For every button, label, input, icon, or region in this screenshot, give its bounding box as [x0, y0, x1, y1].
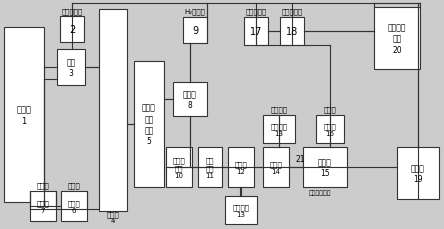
Text: 步进电机
13: 步进电机 13	[233, 203, 250, 217]
Bar	[198, 147, 222, 187]
Text: 油筒
3: 油筒 3	[66, 58, 75, 78]
Bar	[374, 8, 420, 70]
Bar	[303, 147, 347, 187]
Text: 锁相器: 锁相器	[324, 106, 337, 113]
Text: 球面反
射镜
10: 球面反 射镜 10	[173, 156, 186, 178]
Text: 红外
光源
11: 红外 光源 11	[206, 156, 214, 178]
Text: 真空泵
19: 真空泵 19	[411, 163, 425, 183]
Bar	[228, 147, 254, 187]
Text: 调制盘
12: 调制盘 12	[234, 160, 247, 174]
Text: 虫腹状
分子
筛管
5: 虫腹状 分子 筛管 5	[142, 104, 156, 145]
Bar	[397, 147, 439, 199]
Bar	[280, 18, 304, 46]
Bar	[134, 62, 164, 187]
Text: 步进电机
13: 步进电机 13	[270, 123, 288, 136]
Text: 18: 18	[286, 27, 298, 37]
Bar	[4, 28, 44, 202]
Bar	[166, 147, 192, 187]
Bar	[57, 50, 85, 86]
Text: 21: 21	[295, 155, 305, 164]
Bar	[263, 115, 295, 143]
Bar	[61, 191, 87, 221]
Bar	[60, 17, 84, 43]
Bar	[30, 191, 56, 221]
Bar	[173, 83, 207, 117]
Bar	[183, 18, 207, 44]
Bar	[99, 10, 127, 211]
Text: 光声腔入光口: 光声腔入光口	[309, 189, 331, 195]
Bar	[225, 196, 257, 224]
Text: 缓冲室
8: 缓冲室 8	[183, 90, 197, 109]
Text: 流量计: 流量计	[36, 182, 49, 188]
Text: 回油泵: 回油泵	[67, 182, 80, 188]
Text: 流量计
7: 流量计 7	[36, 199, 49, 213]
Text: 锁相器
16: 锁相器 16	[324, 123, 337, 136]
Text: 滤光片
14: 滤光片 14	[270, 160, 282, 174]
Text: 微水传感器: 微水传感器	[61, 9, 83, 15]
Text: 光声腔
15: 光声腔 15	[318, 157, 332, 177]
Text: 前置放大器: 前置放大器	[246, 9, 267, 15]
Text: 数据分析
模块
20: 数据分析 模块 20	[388, 23, 406, 54]
Bar	[244, 18, 268, 46]
Text: 脱气室: 脱气室	[107, 211, 119, 217]
Bar	[263, 147, 289, 187]
Text: 步进电机: 步进电机	[270, 106, 288, 113]
Text: H₂传感器: H₂传感器	[185, 9, 206, 15]
Text: 17: 17	[250, 27, 262, 37]
Text: 回油泵
6: 回油泵 6	[67, 199, 80, 213]
Text: 变压器
1: 变压器 1	[16, 105, 32, 125]
Text: 锁相放大器: 锁相放大器	[281, 9, 303, 15]
Text: 2: 2	[69, 25, 75, 35]
Text: 4: 4	[111, 217, 115, 223]
Text: 9: 9	[192, 26, 198, 36]
Bar	[316, 115, 344, 143]
